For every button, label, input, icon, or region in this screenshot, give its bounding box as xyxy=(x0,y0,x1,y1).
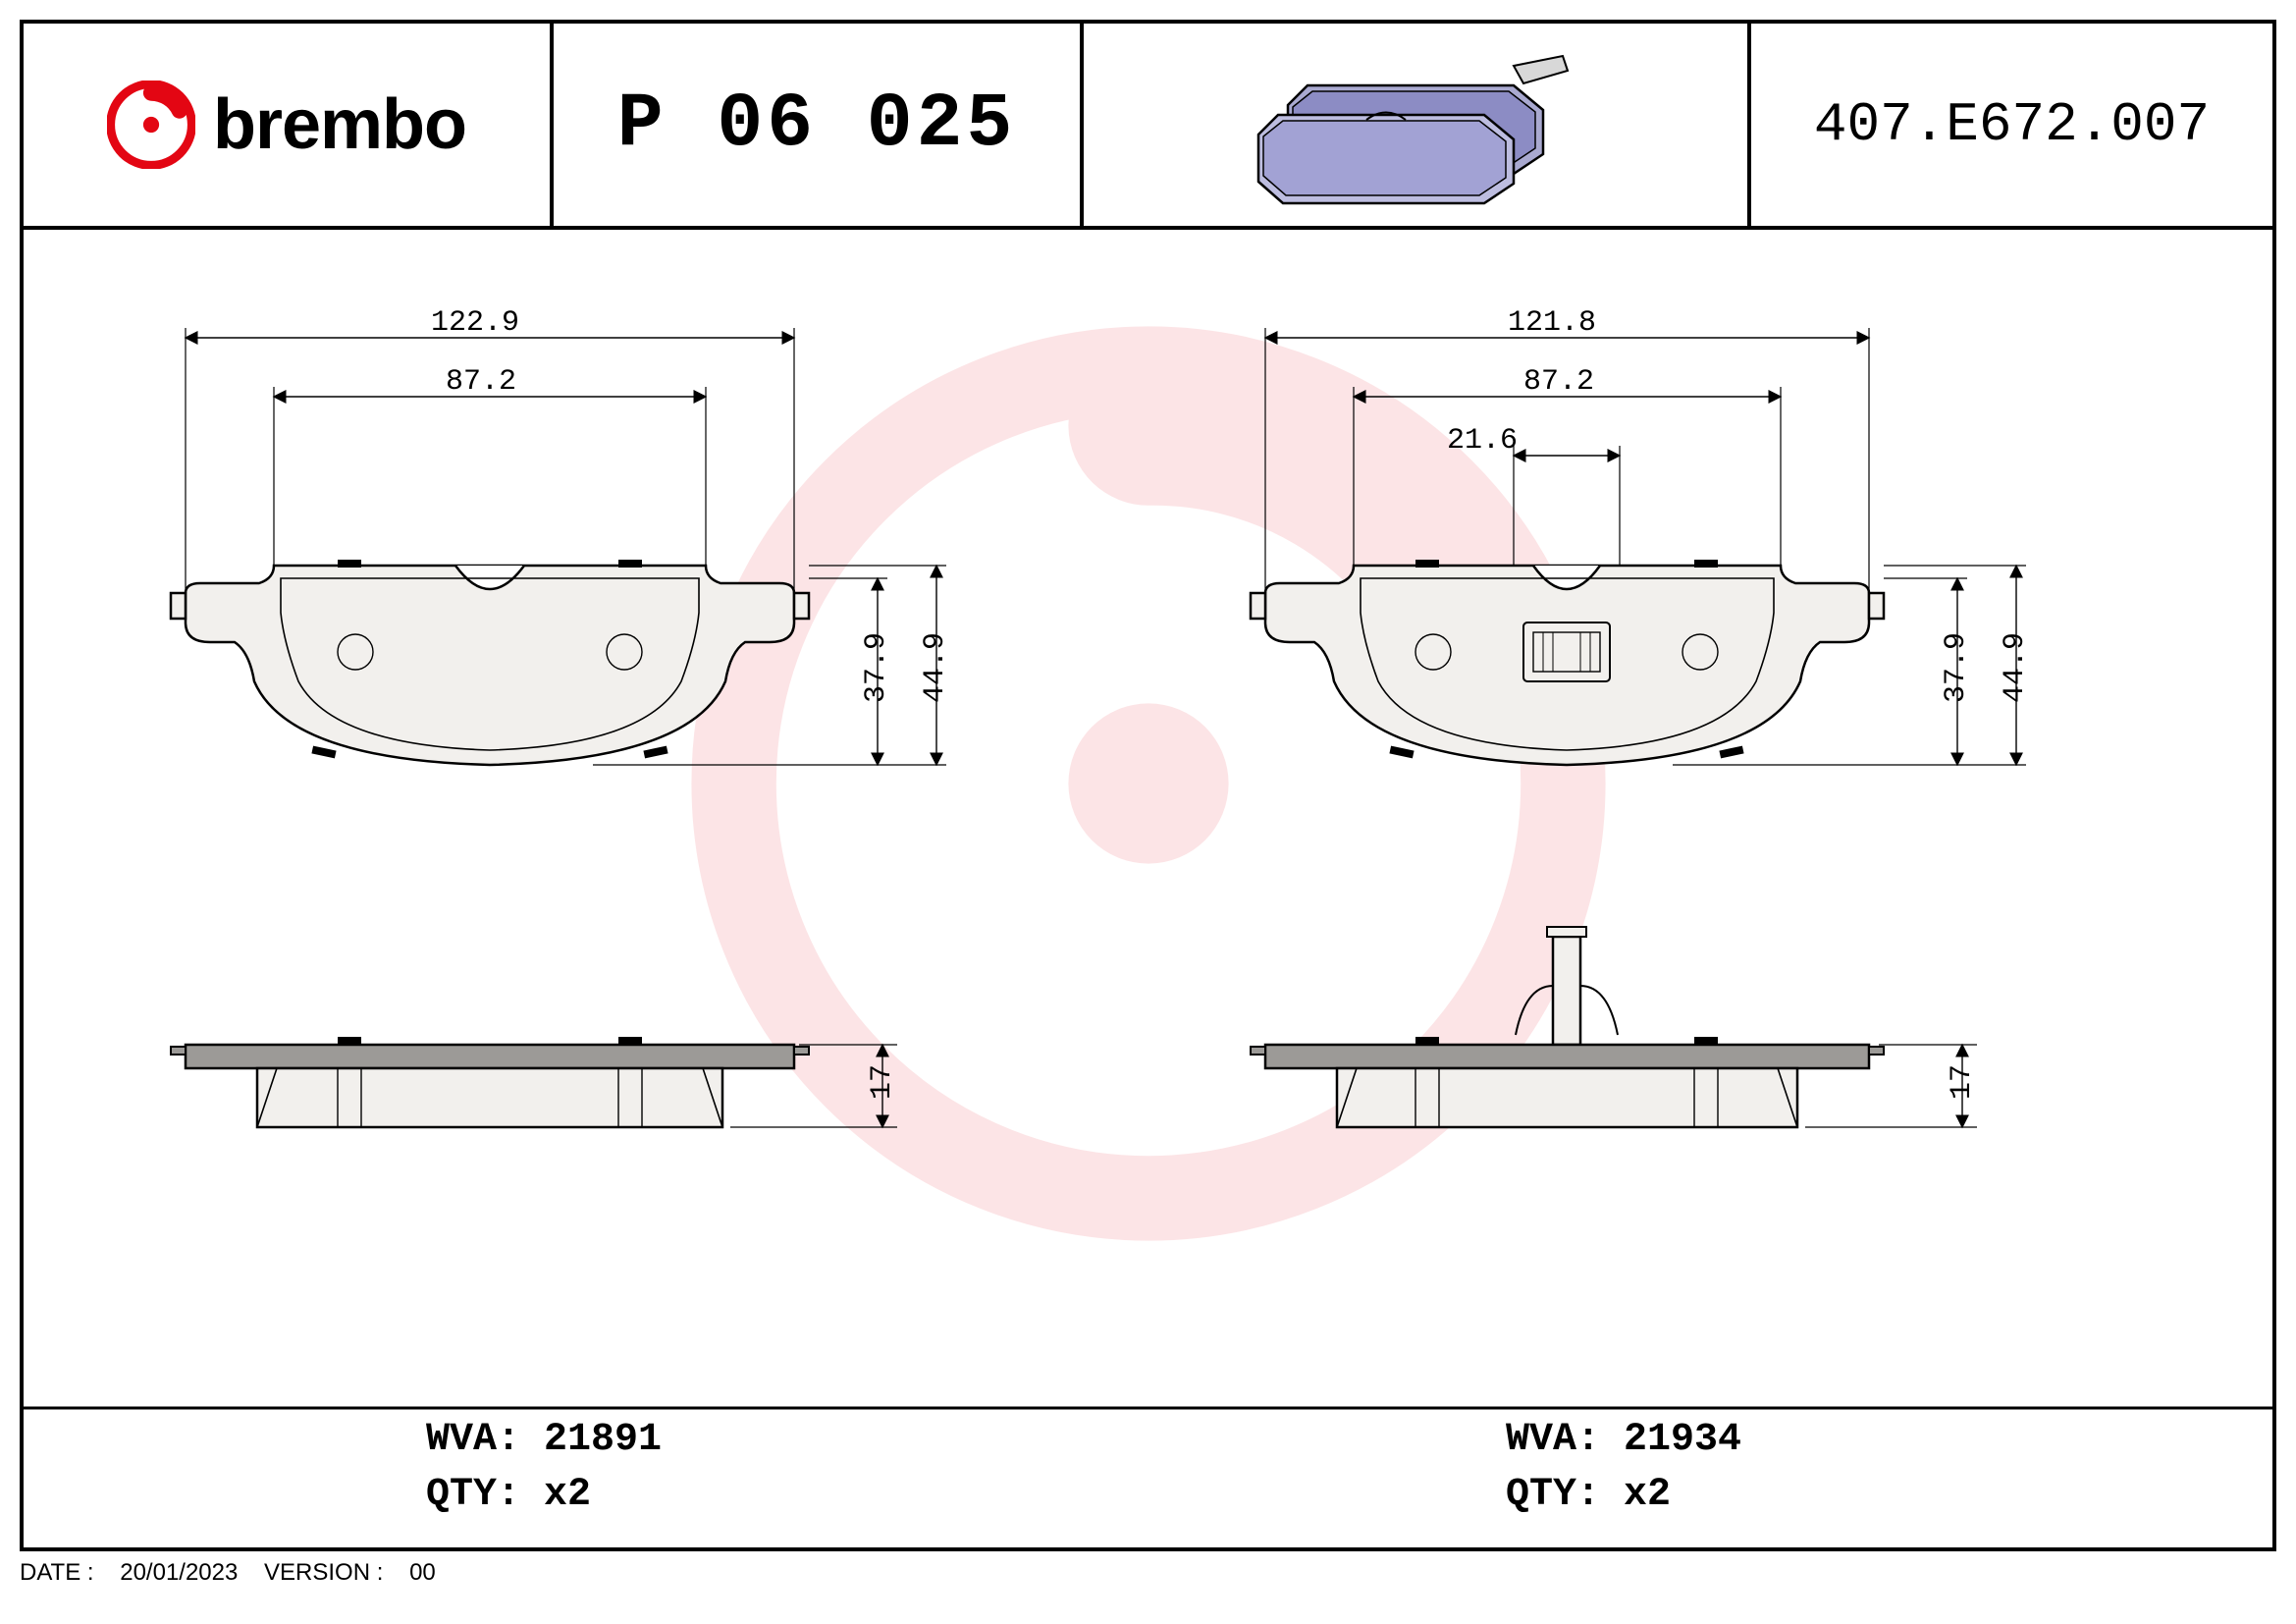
left-qty-row: QTY: x2 xyxy=(426,1468,662,1523)
dim-left-overall-height: 44.9 xyxy=(919,632,952,703)
version-value: 00 xyxy=(409,1559,436,1586)
right-pad-face-view xyxy=(1182,298,2144,907)
dim-left-overall-width: 122.9 xyxy=(431,306,519,340)
brembo-logo: brembo xyxy=(107,81,466,169)
dim-right-thickness: 17 xyxy=(1946,1064,1979,1100)
left-qty-value: x2 xyxy=(544,1473,591,1517)
doc-number-cell: 407.E672.007 xyxy=(1751,24,2272,226)
date-value: 20/01/2023 xyxy=(120,1559,238,1586)
version-label: VERSION : xyxy=(264,1559,383,1586)
dim-left-thickness: 17 xyxy=(866,1064,899,1100)
dim-right-overall-height: 44.9 xyxy=(1999,632,2032,703)
dim-right-friction-height: 37.9 xyxy=(1940,632,1973,703)
right-pad-column: 121.8 87.2 21.6 37.9 44.9 xyxy=(1162,230,2193,1547)
dim-left-inner-width: 87.2 xyxy=(446,365,516,399)
doc-number: 407.E672.007 xyxy=(1814,93,2210,156)
left-wva-row: WVA: 21891 xyxy=(426,1413,662,1468)
page: brembo P 06 025 xyxy=(0,0,2296,1624)
footer-separator xyxy=(24,1406,2274,1410)
dim-right-sensor-width: 21.6 xyxy=(1447,424,1518,458)
right-wva-row: WVA: 21934 xyxy=(1506,1413,1741,1468)
drawing-frame: brembo P 06 025 xyxy=(20,20,2276,1551)
right-pad-side-view xyxy=(1182,917,2144,1172)
part-number: P 06 025 xyxy=(617,81,1016,168)
logo-cell: brembo xyxy=(24,24,554,226)
drawing-body: 122.9 87.2 37.9 44.9 xyxy=(24,230,2272,1547)
footer-line: DATE : 20/01/2023 VERSION : 00 xyxy=(20,1559,436,1587)
qty-label: QTY: xyxy=(1506,1473,1600,1517)
part-number-cell: P 06 025 xyxy=(554,24,1084,226)
date-label: DATE : xyxy=(20,1559,94,1586)
right-pad-info: WVA: 21934 QTY: x2 xyxy=(1506,1413,1741,1523)
right-wva-value: 21934 xyxy=(1624,1418,1741,1462)
isometric-cell xyxy=(1084,24,1751,226)
right-qty-row: QTY: x2 xyxy=(1506,1468,1741,1523)
left-pad-side-view xyxy=(102,986,1064,1172)
left-pad-column: 122.9 87.2 37.9 44.9 xyxy=(82,230,1113,1547)
dim-right-overall-width: 121.8 xyxy=(1508,306,1596,340)
wva-label: WVA: xyxy=(426,1418,520,1462)
brembo-logo-icon xyxy=(107,81,195,169)
brand-text: brembo xyxy=(213,84,466,165)
dim-left-friction-height: 37.9 xyxy=(860,632,893,703)
qty-label: QTY: xyxy=(426,1473,520,1517)
right-qty-value: x2 xyxy=(1624,1473,1671,1517)
header-row: brembo P 06 025 xyxy=(24,24,2272,230)
dim-right-inner-width: 87.2 xyxy=(1523,365,1594,399)
isometric-pads-icon xyxy=(1200,36,1631,213)
left-pad-face-view xyxy=(102,298,1064,907)
wva-label: WVA: xyxy=(1506,1418,1600,1462)
left-wva-value: 21891 xyxy=(544,1418,662,1462)
left-pad-info: WVA: 21891 QTY: x2 xyxy=(426,1413,662,1523)
